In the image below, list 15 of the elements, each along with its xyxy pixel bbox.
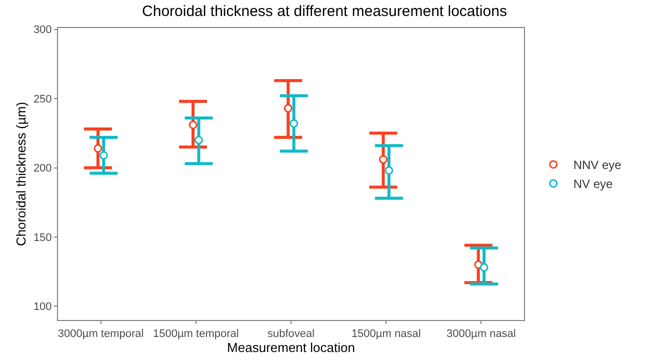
x-tick-label: 1500µm nasal xyxy=(351,328,421,340)
x-axis-title: Measurement location xyxy=(227,340,355,356)
x-tick-label: 3000µm temporal xyxy=(58,328,144,340)
y-axis-title: Choroidal thickness (µm) xyxy=(13,102,28,246)
x-tick-label: 3000µm nasal xyxy=(446,328,516,340)
y-tick-label: 200 xyxy=(33,162,52,175)
legend-label: NNV eye xyxy=(573,158,622,172)
y-tick-label: 100 xyxy=(33,301,52,314)
y-tick-label: 150 xyxy=(33,232,52,244)
chart-title: Choroidal thickness at different measurement locations xyxy=(142,2,507,20)
y-tick-label: 300 xyxy=(33,24,52,36)
x-tick-label: 1500µm temporal xyxy=(152,328,239,340)
y-tick-label: 250 xyxy=(33,93,52,106)
legend-label: NV eye xyxy=(573,177,613,192)
x-tick-label: subfoveal xyxy=(267,328,315,340)
